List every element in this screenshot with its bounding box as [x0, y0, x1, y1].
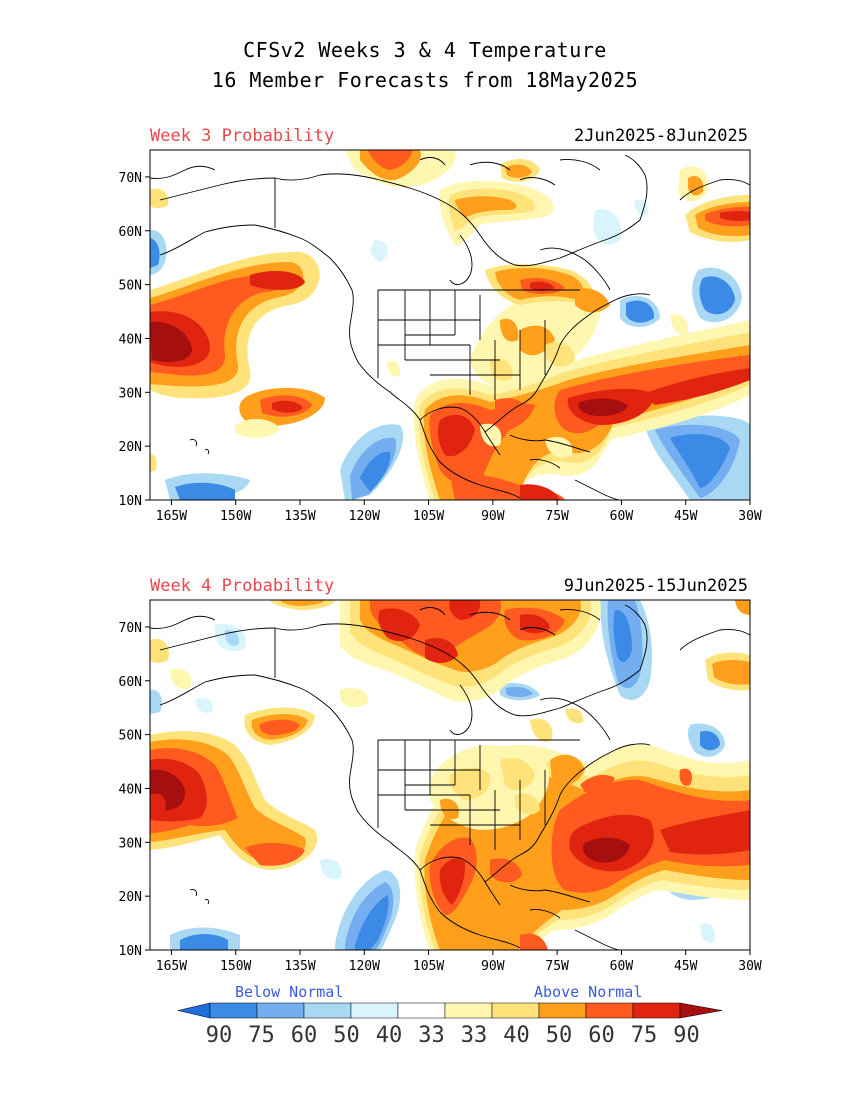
- panel2-axis: 165W 150W 135W 120W 105W 90W 75W 60W 45W 30W 70N 60…: [119, 621, 762, 974]
- chart-title-line1: CFSv2 Weeks 3 & 4 Temperature: [243, 38, 607, 62]
- legend-swatch: [397, 1002, 446, 1019]
- legend-swatch: [585, 1002, 634, 1019]
- panel2-warm-pacific: [150, 638, 318, 870]
- lat-label: 40N: [119, 332, 142, 347]
- legend-value: 33: [461, 1023, 488, 1048]
- lon-label: 120W: [349, 509, 380, 524]
- panel2-warm-north: [150, 600, 750, 812]
- lat-label: 50N: [119, 279, 142, 294]
- panel1-warm-north: [150, 150, 750, 472]
- legend-swatch: [350, 1002, 399, 1019]
- panel2-coastlines: [150, 604, 750, 950]
- lat-label: 20N: [119, 890, 142, 905]
- legend-value: 75: [248, 1023, 275, 1048]
- legend-value: 40: [503, 1023, 530, 1048]
- lat-label: 30N: [119, 386, 142, 401]
- panel1-warm-east: [386, 264, 610, 386]
- lon-label: 150W: [220, 509, 251, 524]
- legend-colorbar: [177, 1002, 723, 1019]
- lon-label: 90W: [481, 509, 505, 524]
- lat-label: 10N: [119, 944, 142, 959]
- lon-label: 45W: [674, 509, 698, 524]
- lon-label: 150W: [220, 959, 251, 974]
- panel2-frame: [149, 599, 751, 951]
- legend-value: 33: [418, 1023, 445, 1048]
- panel2-label: Week 4 Probability: [150, 576, 335, 596]
- legend-numbers: 90 75 60 50 40 33 33 40 50 60 75 90: [206, 1023, 700, 1048]
- panel2-map: [150, 600, 750, 950]
- lat-label: 60N: [119, 225, 142, 240]
- legend-swatch: [538, 1002, 587, 1019]
- lon-label: 105W: [413, 509, 444, 524]
- legend-value: 60: [291, 1023, 318, 1048]
- panel1-dates: 2Jun2025-8Jun2025: [574, 126, 748, 146]
- lat-label: 10N: [119, 494, 142, 509]
- legend-arrow-right: [679, 1002, 723, 1019]
- legend-swatch: [632, 1002, 681, 1019]
- lat-label: 60N: [119, 675, 142, 690]
- lon-label: 105W: [413, 959, 444, 974]
- lon-label: 165W: [156, 509, 187, 524]
- panel2-dates: 9Jun2025-15Jun2025: [563, 576, 748, 596]
- lat-label: 70N: [119, 171, 142, 186]
- legend-above-label: Above Normal: [534, 983, 643, 1001]
- legend-value: 75: [631, 1023, 658, 1048]
- legend-arrow-left: [177, 1002, 211, 1019]
- lat-label: 50N: [119, 729, 142, 744]
- lon-label: 60W: [610, 509, 634, 524]
- panel1-label: Week 3 Probability: [150, 126, 335, 146]
- legend-value: 50: [333, 1023, 360, 1048]
- panel1-warm-pacific: [150, 251, 325, 438]
- lon-label: 135W: [284, 959, 315, 974]
- lon-label: 30W: [738, 959, 762, 974]
- lon-label: 165W: [156, 959, 187, 974]
- legend-swatch: [209, 1002, 258, 1019]
- legend-value: 90: [673, 1023, 700, 1048]
- lon-label: 30W: [738, 509, 762, 524]
- legend-below-label: Below Normal: [235, 983, 344, 1001]
- panel1-cold-areas: [150, 209, 750, 500]
- chart-title-line2: 16 Member Forecasts from 18May2025: [211, 68, 639, 92]
- lon-label: 75W: [545, 509, 569, 524]
- legend-swatch: [491, 1002, 540, 1019]
- lon-label: 45W: [674, 959, 698, 974]
- panel2-warm-east: [430, 708, 585, 830]
- panel1-coastlines: [150, 154, 750, 500]
- legend-value: 60: [588, 1023, 615, 1048]
- legend-value: 50: [546, 1023, 573, 1048]
- panel1-warm-atlantic: [413, 320, 750, 500]
- lat-label: 40N: [119, 782, 142, 797]
- lat-label: 20N: [119, 440, 142, 455]
- lat-label: 70N: [119, 621, 142, 636]
- lon-label: 75W: [545, 959, 569, 974]
- lon-label: 90W: [481, 959, 505, 974]
- panel2-warm-atlantic: [414, 743, 750, 950]
- lon-label: 135W: [284, 509, 315, 524]
- legend-swatch: [444, 1002, 493, 1019]
- lon-label: 120W: [349, 959, 380, 974]
- panel1-map: [150, 150, 750, 500]
- lon-label: 60W: [610, 959, 634, 974]
- legend-swatch: [303, 1002, 352, 1019]
- legend-value: 40: [376, 1023, 403, 1048]
- lat-label: 30N: [119, 836, 142, 851]
- legend-swatch: [256, 1002, 305, 1019]
- legend-value: 90: [206, 1023, 233, 1048]
- panel1-axis: 165W 150W 135W 120W 105W 90W 75W 60W 45W 30W 70N 60…: [119, 171, 762, 524]
- panel1-frame: [149, 149, 751, 501]
